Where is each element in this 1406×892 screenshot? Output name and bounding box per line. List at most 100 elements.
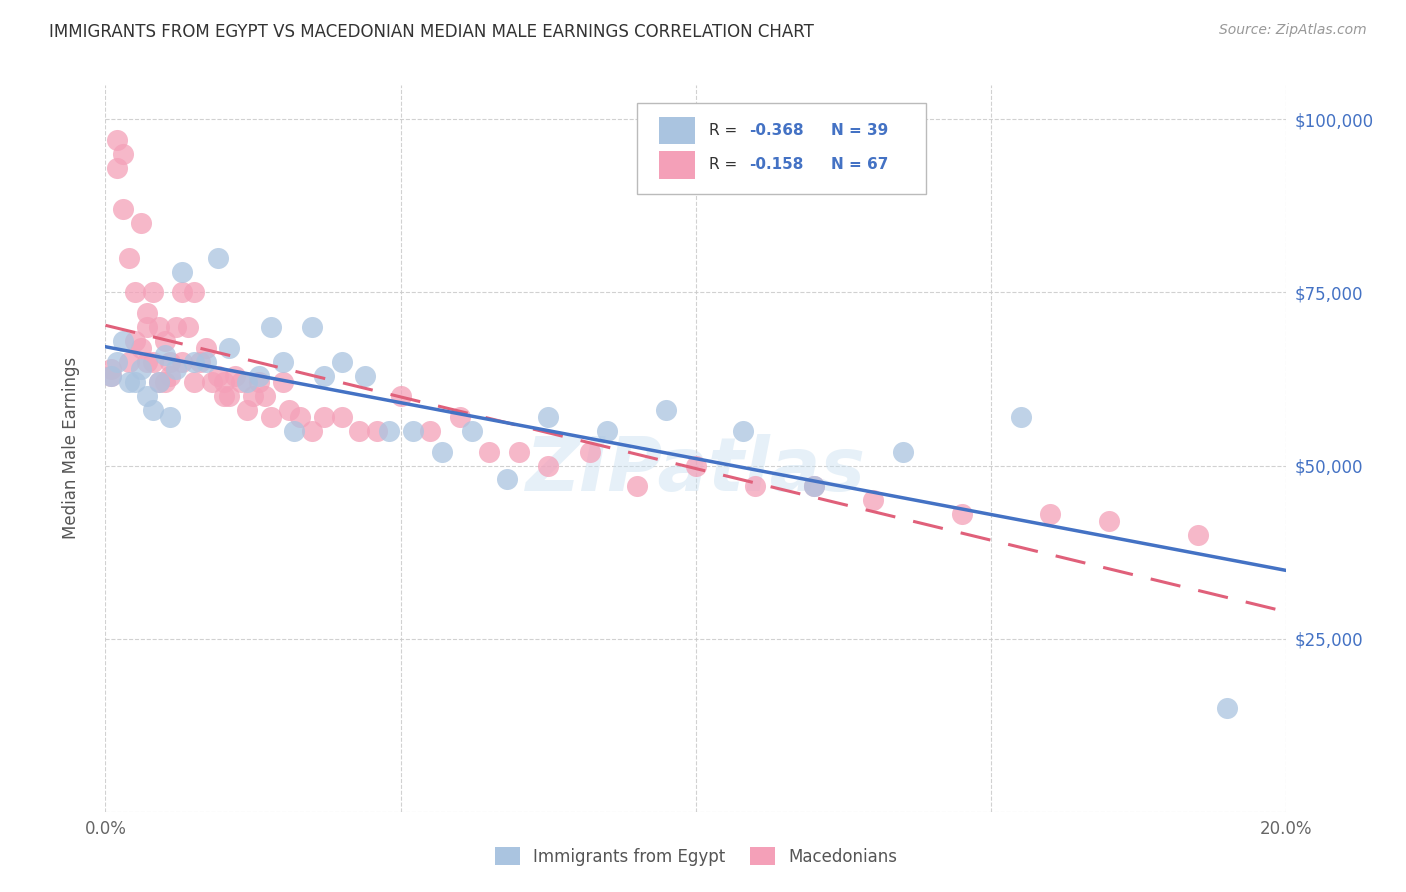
Point bbox=[891, 444, 914, 458]
Point bbox=[419, 424, 441, 438]
Point bbox=[129, 216, 152, 230]
Point bbox=[183, 354, 205, 368]
Point bbox=[142, 354, 165, 368]
Point bbox=[124, 285, 146, 300]
Point bbox=[112, 202, 135, 217]
Point bbox=[118, 354, 141, 368]
Point bbox=[100, 368, 122, 383]
Point bbox=[177, 320, 200, 334]
Point bbox=[159, 368, 181, 383]
Point bbox=[862, 493, 884, 508]
Point bbox=[224, 368, 246, 383]
Point bbox=[165, 320, 187, 334]
Point bbox=[135, 389, 157, 403]
Point bbox=[537, 458, 560, 473]
Point bbox=[349, 424, 371, 438]
Point bbox=[596, 424, 619, 438]
Point bbox=[148, 376, 170, 390]
Point bbox=[366, 424, 388, 438]
Point bbox=[803, 479, 825, 493]
Point bbox=[271, 376, 294, 390]
Point bbox=[378, 424, 401, 438]
Point bbox=[129, 341, 152, 355]
Point bbox=[449, 410, 471, 425]
Point bbox=[148, 376, 170, 390]
Point bbox=[207, 251, 229, 265]
Point bbox=[159, 354, 181, 368]
Point bbox=[105, 133, 128, 147]
Point bbox=[496, 472, 519, 486]
Point bbox=[685, 458, 707, 473]
Y-axis label: Median Male Earnings: Median Male Earnings bbox=[62, 357, 80, 540]
FancyBboxPatch shape bbox=[659, 117, 695, 145]
Point bbox=[172, 285, 194, 300]
FancyBboxPatch shape bbox=[637, 103, 927, 194]
Point bbox=[172, 354, 194, 368]
Point bbox=[260, 320, 283, 334]
Point bbox=[1010, 410, 1032, 425]
Point bbox=[100, 368, 122, 383]
Point bbox=[1187, 528, 1209, 542]
Point bbox=[301, 320, 323, 334]
Point bbox=[124, 334, 146, 348]
Point bbox=[537, 410, 560, 425]
Point bbox=[744, 479, 766, 493]
Point bbox=[1098, 514, 1121, 528]
Point bbox=[330, 354, 353, 368]
Point bbox=[118, 376, 141, 390]
Point bbox=[183, 285, 205, 300]
Point bbox=[290, 410, 312, 425]
Point bbox=[312, 368, 335, 383]
Text: ZIPatlas: ZIPatlas bbox=[526, 434, 866, 507]
Point bbox=[733, 424, 755, 438]
Point bbox=[148, 320, 170, 334]
Point bbox=[301, 424, 323, 438]
Point bbox=[389, 389, 412, 403]
Point bbox=[153, 334, 176, 348]
Point bbox=[271, 354, 294, 368]
Point bbox=[950, 507, 973, 521]
Point bbox=[112, 147, 135, 161]
Point bbox=[578, 444, 600, 458]
Point bbox=[277, 403, 299, 417]
Point bbox=[1216, 701, 1239, 715]
Point bbox=[212, 376, 235, 390]
Text: -0.368: -0.368 bbox=[749, 123, 804, 138]
Point bbox=[236, 403, 259, 417]
Point bbox=[242, 389, 264, 403]
Point bbox=[135, 306, 157, 320]
Point bbox=[460, 424, 482, 438]
Point bbox=[165, 361, 187, 376]
Point bbox=[142, 403, 165, 417]
Text: Source: ZipAtlas.com: Source: ZipAtlas.com bbox=[1219, 23, 1367, 37]
Point bbox=[100, 361, 122, 376]
Point bbox=[188, 354, 211, 368]
Point bbox=[183, 376, 205, 390]
Point bbox=[430, 444, 453, 458]
Point bbox=[247, 368, 270, 383]
Point bbox=[247, 376, 270, 390]
Point bbox=[253, 389, 276, 403]
Point bbox=[330, 410, 353, 425]
Point bbox=[142, 285, 165, 300]
Point bbox=[312, 410, 335, 425]
Point bbox=[218, 341, 240, 355]
Point bbox=[655, 403, 678, 417]
Text: R =: R = bbox=[709, 123, 742, 138]
Text: R =: R = bbox=[709, 157, 742, 172]
Point bbox=[201, 376, 224, 390]
Point bbox=[478, 444, 501, 458]
Point bbox=[1039, 507, 1062, 521]
Text: N = 67: N = 67 bbox=[831, 157, 889, 172]
Point bbox=[153, 348, 176, 362]
Point bbox=[236, 376, 259, 390]
Point bbox=[194, 354, 217, 368]
Legend: Immigrants from Egypt, Macedonians: Immigrants from Egypt, Macedonians bbox=[488, 840, 904, 872]
Point bbox=[218, 389, 240, 403]
Point bbox=[207, 368, 229, 383]
FancyBboxPatch shape bbox=[659, 151, 695, 178]
Point bbox=[135, 354, 157, 368]
Point bbox=[129, 361, 152, 376]
Point bbox=[354, 368, 377, 383]
Point bbox=[135, 320, 157, 334]
